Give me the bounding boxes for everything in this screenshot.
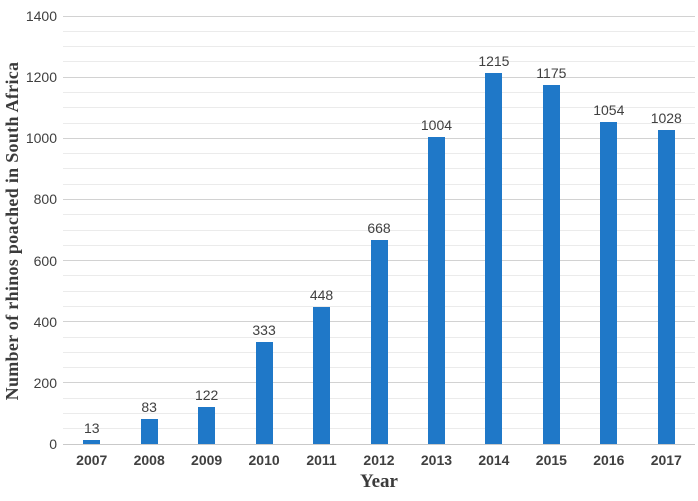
x-tick-label-2008: 2008 (133, 452, 165, 468)
bar-value-label-2015: 1175 (536, 64, 567, 81)
bar-2013 (427, 137, 445, 444)
minor-gridline (63, 122, 695, 124)
bar-2010 (255, 342, 273, 444)
x-axis-line (63, 443, 695, 445)
bar-2017 (657, 129, 675, 444)
y-tick-label-0: 0 (49, 436, 57, 452)
x-tick-label-2017: 2017 (650, 452, 682, 468)
minor-gridline (63, 30, 695, 32)
bar-value-label-2009: 122 (194, 386, 219, 403)
minor-gridline (63, 183, 695, 185)
y-tick-label-1400: 1400 (25, 8, 57, 24)
y-tick-label-1200: 1200 (25, 69, 57, 86)
plot-area: 13 83 122 333 448 668 1004 1215 1175 1054 1028 (63, 15, 695, 445)
bar-2015 (542, 84, 560, 444)
y-tick-label-200: 200 (33, 374, 57, 391)
x-tick-label-2011: 2011 (306, 452, 337, 468)
minor-gridline (63, 107, 695, 109)
minor-gridline (63, 91, 695, 93)
bar-value-label-2008: 83 (141, 398, 157, 415)
y-tick-label-1000: 1000 (25, 130, 57, 147)
bar-value-label-2007: 13 (83, 420, 100, 437)
bar-value-label-2013: 1004 (420, 117, 453, 134)
bar-2009 (198, 406, 216, 444)
x-tick-label-2015: 2015 (535, 452, 567, 468)
y-axis: 0 200 400 600 800 1000 1200 1400 (0, 0, 57, 501)
major-gridline (63, 198, 695, 200)
minor-gridline (63, 61, 695, 63)
bar-2008 (140, 418, 158, 444)
minor-gridline (63, 168, 695, 170)
minor-gridline (63, 229, 695, 231)
y-tick-label-600: 600 (33, 252, 57, 269)
minor-gridline (63, 153, 695, 155)
major-gridline (63, 137, 695, 139)
bar-value-label-2016: 1054 (593, 101, 625, 118)
x-axis-title: Year (360, 471, 398, 492)
x-tick-label-2009: 2009 (191, 452, 223, 468)
x-tick-label-2007: 2007 (76, 452, 108, 468)
bar-value-label-2012: 668 (367, 219, 391, 236)
major-gridline (63, 76, 695, 78)
x-axis: 2007 2008 2009 2010 2011 2012 2013 2014 2015 2016… (63, 451, 695, 469)
bar-value-label-2014: 1215 (478, 52, 510, 69)
major-gridline (63, 15, 695, 17)
bar-value-label-2017: 1028 (650, 109, 682, 126)
x-tick-label-2013: 2013 (420, 452, 453, 468)
minor-gridline (63, 214, 695, 216)
minor-gridline (63, 46, 695, 48)
y-tick-label-400: 400 (33, 313, 57, 330)
bar-2007 (83, 440, 101, 444)
bar-2014 (485, 72, 503, 444)
y-tick-label-800: 800 (33, 191, 57, 208)
x-tick-label-2016: 2016 (593, 452, 625, 468)
x-tick-label-2010: 2010 (248, 452, 280, 468)
bar-value-label-2010: 333 (252, 322, 276, 339)
bar-2016 (600, 121, 618, 444)
bar-value-label-2011: 448 (309, 287, 334, 304)
x-tick-label-2012: 2012 (363, 452, 395, 468)
x-tick-label-2014: 2014 (478, 452, 510, 468)
bar-2011 (313, 307, 331, 444)
bar-2012 (370, 239, 388, 444)
